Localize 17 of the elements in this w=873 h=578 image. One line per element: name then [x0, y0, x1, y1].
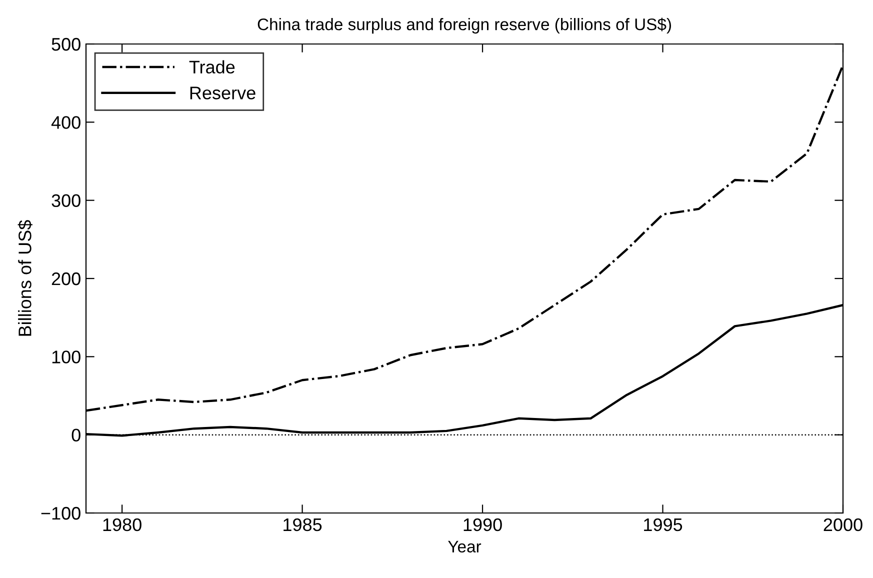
legend-label: Trade [189, 60, 235, 74]
x-tick-label: 1985 [284, 518, 322, 532]
y-axis-title: Billions of US$ [18, 220, 32, 336]
y-tick-label: 300 [52, 194, 80, 208]
x-tick-label: 2000 [824, 518, 862, 532]
y-tick-label: 200 [52, 272, 80, 286]
y-tick-label: 500 [52, 38, 80, 51]
y-tick-label: 400 [51, 116, 80, 129]
x-tick-label: 1995 [644, 518, 682, 532]
x-tick-label: 1980 [103, 518, 142, 532]
y-tick-label: −100 [41, 506, 80, 520]
x-axis-title: Year [448, 540, 482, 552]
legend-label: Reserve [190, 86, 256, 100]
chart-title: China trade surplus and foreign reserve (billions of US$) [258, 18, 671, 34]
x-tick-label: 1990 [464, 518, 502, 532]
y-tick-label: 100 [52, 350, 80, 364]
y-tick-label: 0 [72, 428, 80, 442]
